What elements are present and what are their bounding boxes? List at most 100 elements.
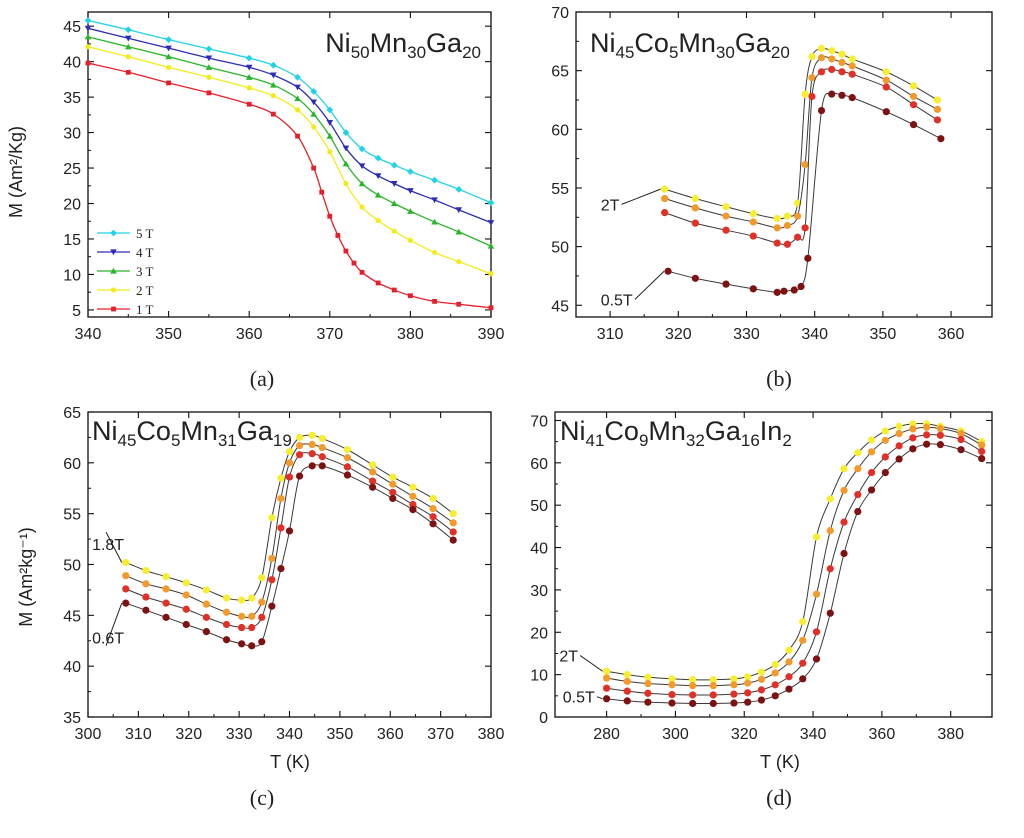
data-point: [375, 217, 381, 224]
x-tick-label: 350: [870, 326, 897, 343]
compound-formula: Ni45Co5Mn30Ga20: [590, 28, 790, 62]
data-point: [389, 480, 397, 488]
data-point: [937, 135, 945, 143]
data-point: [722, 212, 730, 220]
data-point: [773, 288, 781, 296]
data-point: [248, 642, 256, 650]
data-point: [455, 185, 463, 193]
curve-annotation-label: 0.5T: [563, 690, 595, 707]
data-point: [838, 68, 846, 76]
data-point: [258, 638, 266, 646]
x-tick-label: 390: [478, 326, 505, 343]
data-point: [848, 55, 856, 63]
series-line: [606, 426, 982, 687]
data-point: [342, 129, 350, 136]
x-tick-label: 350: [327, 726, 354, 743]
data-point: [689, 682, 697, 690]
data-point: [923, 440, 931, 448]
data-point: [933, 96, 942, 104]
x-tick-label: 330: [226, 726, 253, 743]
data-point: [268, 554, 276, 563]
data-point: [258, 613, 266, 621]
data-point: [311, 165, 317, 171]
series-1t: [85, 60, 494, 311]
series-2t: [85, 44, 494, 277]
y-tick-label: 55: [63, 507, 81, 524]
data-point: [142, 593, 150, 601]
plot-frame: [554, 411, 993, 718]
formula-part: In: [760, 416, 783, 446]
data-point: [881, 468, 889, 477]
data-point: [295, 441, 304, 450]
formula-part: 9: [639, 431, 648, 450]
y-tick-label: 45: [551, 298, 569, 315]
y-tick-label: 45: [63, 19, 81, 36]
annotation-leader: [596, 696, 603, 700]
y-tick-label: 20: [530, 625, 548, 642]
formula-part: Ni: [560, 416, 586, 446]
data-point: [248, 623, 256, 632]
data-point: [295, 133, 300, 139]
data-point: [790, 286, 798, 294]
data-point: [269, 61, 277, 69]
formula-part: Ni: [92, 416, 118, 446]
legend-swatch-marker: [111, 306, 116, 312]
data-point: [294, 107, 301, 113]
formula-part: 30: [716, 43, 735, 62]
y-tick-label: 70: [530, 413, 548, 430]
data-point: [238, 596, 246, 604]
data-point: [785, 646, 793, 654]
formula-part: 41: [586, 431, 605, 450]
data-point: [668, 675, 676, 683]
data-point: [668, 699, 676, 707]
formula-part: 2: [782, 431, 791, 450]
y-tick-label: 20: [63, 197, 81, 214]
data-point: [202, 586, 210, 594]
data-point: [744, 689, 752, 697]
x-tick-label: 370: [316, 326, 343, 343]
formula-part: 16: [741, 431, 760, 450]
data-point: [661, 185, 669, 193]
data-point: [923, 431, 931, 439]
y-tick-label: 50: [63, 558, 81, 575]
data-point: [295, 433, 304, 442]
data-point: [326, 120, 334, 126]
data-point: [773, 239, 781, 247]
data-point: [390, 181, 398, 187]
data-point: [882, 76, 890, 84]
annotation-leader: [621, 188, 661, 205]
data-point: [603, 667, 611, 675]
formula-part: Co: [136, 416, 171, 446]
series-0.6t: [122, 462, 457, 650]
data-point: [749, 210, 757, 218]
data-point: [84, 25, 92, 32]
data-point: [258, 598, 266, 606]
panel-a: 340 350 360 370 380 390 5 10 15 20 25 30 35 40 45 M (Am…: [6, 11, 505, 391]
data-point: [308, 450, 316, 458]
data-point: [936, 424, 944, 433]
formula-part: 5: [171, 431, 180, 450]
data-point: [895, 455, 903, 463]
data-point: [343, 248, 349, 254]
data-point: [374, 173, 382, 180]
formula-part: Co: [634, 28, 669, 58]
data-point: [142, 606, 150, 614]
y-tick-label: 5: [72, 303, 81, 320]
data-point: [409, 483, 417, 491]
y-tick-label: 65: [63, 405, 81, 422]
data-point: [374, 191, 382, 198]
data-point: [771, 692, 779, 700]
series-0.5t: [603, 440, 986, 708]
data-point: [812, 590, 821, 598]
data-point: [122, 585, 130, 593]
data-point: [268, 576, 276, 584]
data-point: [722, 203, 730, 211]
data-point: [689, 676, 697, 684]
data-point: [840, 486, 848, 494]
data-point: [310, 99, 317, 106]
data-point: [794, 199, 802, 207]
data-point: [757, 696, 766, 704]
annotation-leader: [105, 531, 123, 563]
formula-part: Mn: [180, 416, 218, 446]
data-point: [801, 90, 809, 98]
